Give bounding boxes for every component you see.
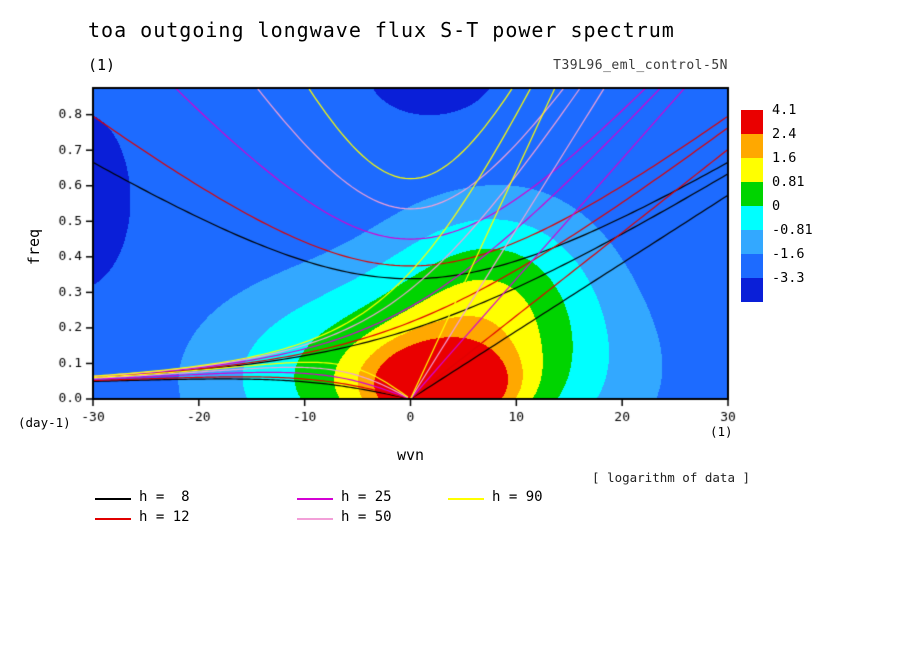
legend-label: h = 50 <box>341 509 392 525</box>
colorbar-swatch <box>741 110 763 134</box>
colorbar-swatch <box>741 206 763 230</box>
colorbar-swatch <box>741 182 763 206</box>
colorbar-swatch <box>741 278 763 302</box>
x-axis-label: wvn <box>396 446 425 464</box>
colorbar-swatch <box>741 158 763 182</box>
legend-label: h = 25 <box>341 489 392 505</box>
legend-label: h = 90 <box>492 489 543 505</box>
log-note: [ logarithm of data ] <box>592 470 751 485</box>
field-units-label: (1) <box>88 56 116 74</box>
colorbar-label: 2.4 <box>772 126 797 142</box>
colorbar-swatch <box>741 230 763 254</box>
legend-line <box>95 498 131 500</box>
legend-line <box>448 498 484 500</box>
colorbar-label: 4.1 <box>772 102 797 118</box>
colorbar-label: 0 <box>772 198 781 214</box>
colorbar-swatch <box>741 254 763 278</box>
colorbar-label: -0.81 <box>772 222 813 238</box>
spectrum-heatmap-canvas <box>40 80 740 430</box>
legend-line <box>297 518 333 520</box>
colorbar-label: -3.3 <box>772 270 805 286</box>
colorbar-label: 1.6 <box>772 150 797 166</box>
legend-label: h = 12 <box>139 509 190 525</box>
run-label: T39L96_eml_control-5N <box>553 58 728 73</box>
legend-line <box>297 498 333 500</box>
colorbar: 4.1 2.4 1.6 0.81 0 -0.81 -1.6 -3.3 <box>741 102 861 320</box>
legend-label: h = 8 <box>139 489 190 505</box>
colorbar-label: -1.6 <box>772 246 805 262</box>
colorbar-label: 0.81 <box>772 174 805 190</box>
colorbar-swatch <box>741 134 763 158</box>
legend-line <box>95 518 131 520</box>
x-axis-units: (1) <box>710 424 733 439</box>
chart-title: toa outgoing longwave flux S-T power spe… <box>88 18 675 42</box>
